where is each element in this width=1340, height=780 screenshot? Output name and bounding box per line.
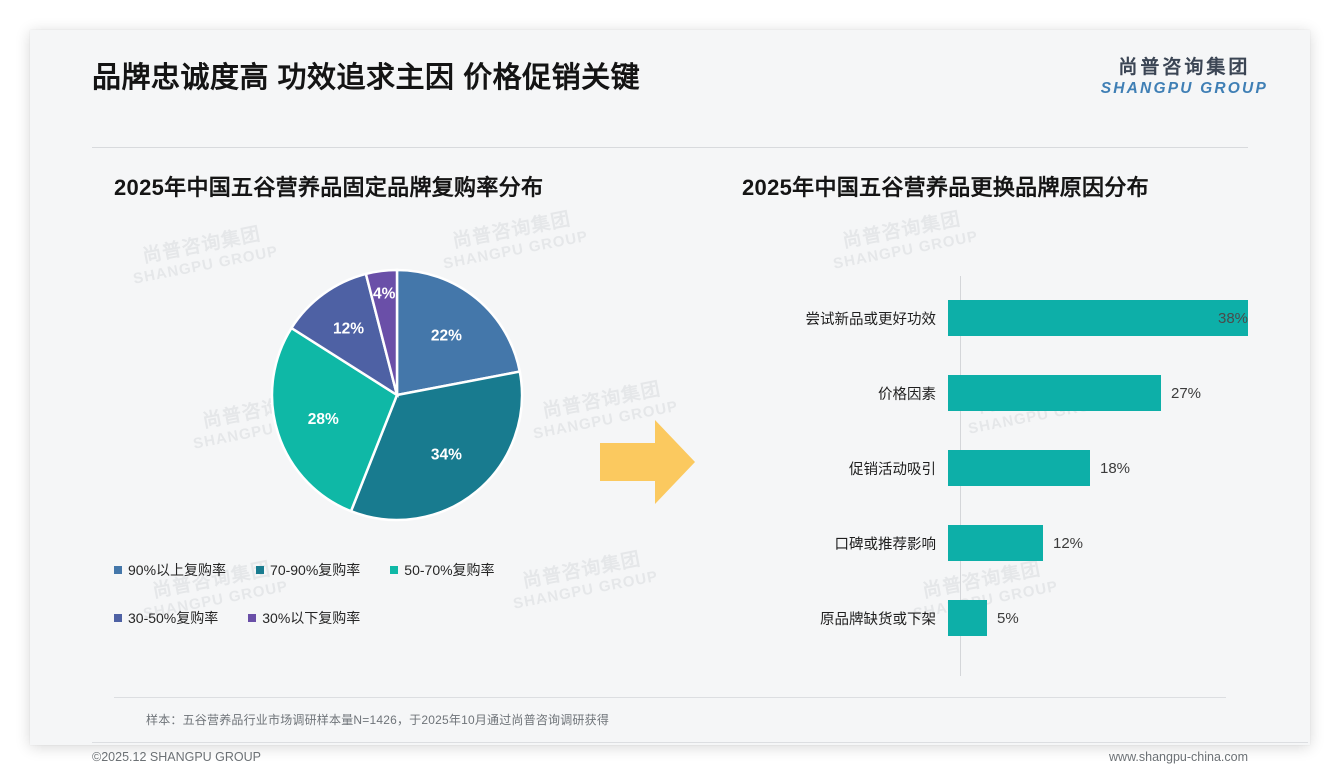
brand-logo-cn: 尚普咨询集团 xyxy=(1118,57,1251,78)
bar-fill[interactable] xyxy=(948,300,1248,336)
sample-note: 样本：五谷营养品行业市场调研样本量N=1426，于2025年10月通过尚普咨询调… xyxy=(146,713,610,727)
pie-chart-panel: 2025年中国五谷营养品固定品牌复购率分布 22% 34% 28% 12% 4% 90%… xyxy=(92,170,652,680)
bar-chart-title: 2025年中国五谷营养品更换品牌原因分布 xyxy=(742,175,1149,200)
pie-slice[interactable] xyxy=(395,268,522,397)
header-divider xyxy=(92,147,1248,148)
legend-item-0[interactable]: 90%以上复购率 xyxy=(114,560,226,580)
pie-slice[interactable] xyxy=(289,272,399,398)
bar-category-label: 口碑或推荐影响 xyxy=(834,536,937,553)
bar-category-label: 价格因素 xyxy=(878,386,936,403)
bar-track: 18% xyxy=(948,448,1275,488)
bar-fill[interactable] xyxy=(948,525,1043,561)
legend-swatch-icon xyxy=(390,566,399,574)
legend-label: 30-50%复购率 xyxy=(128,610,219,626)
bar-track: 12% xyxy=(948,523,1275,563)
pie-slice-label: 28% xyxy=(308,411,339,428)
right-arrow-icon xyxy=(595,415,700,515)
legend-swatch-icon xyxy=(114,614,122,622)
bar-value-label: 27% xyxy=(1171,384,1202,402)
bar-value-label: 5% xyxy=(997,609,1019,627)
pie-chart-title: 2025年中国五谷营养品固定品牌复购率分布 xyxy=(114,175,544,200)
bar-row[interactable]: 价格因素 27% xyxy=(730,373,1275,413)
bar-value-label: 18% xyxy=(1100,459,1131,477)
pie-legend-row: 90%以上复购率 70-90%复购率 50-70%复购率 xyxy=(114,560,634,580)
legend-label: 50-70%复购率 xyxy=(404,562,495,578)
pie-chart-area: 22% 34% 28% 12% 4% xyxy=(92,260,652,522)
bar-chart-panel: 2025年中国五谷营养品更换品牌原因分布 尝试新品或更好功效 38% 价格因素 27%… xyxy=(730,170,1275,680)
legend-label: 30%以下复购率 xyxy=(262,610,361,626)
bar-row[interactable]: 口碑或推荐影响 12% xyxy=(730,523,1275,563)
bar-track: 5% xyxy=(948,598,1275,638)
bar-value-label: 12% xyxy=(1053,534,1084,552)
bar-value-label: 38% xyxy=(1218,309,1249,327)
bar-chart-area: 尝试新品或更好功效 38% 价格因素 27% 促销活动吸引 18% 口碑或推荐影响 12% 原品… xyxy=(730,270,1275,690)
legend-item-2[interactable]: 50-70%复购率 xyxy=(390,560,495,580)
pie-slice[interactable] xyxy=(270,326,399,513)
legend-swatch-icon xyxy=(256,566,265,574)
bar-row[interactable]: 尝试新品或更好功效 38% xyxy=(730,298,1275,338)
note-divider xyxy=(114,697,1226,698)
slide-card: 尚普咨询集团 SHANGPU GROUP 尚普咨询集团 SHANGPU GROUP … xyxy=(30,30,1310,764)
website-text: www.shangpu-china.com xyxy=(1109,750,1248,764)
bar-fill[interactable] xyxy=(948,600,987,636)
bar-category-label: 原品牌缺货或下架 xyxy=(820,611,936,628)
brand-logo: 尚普咨询集团 SHANGPU GROUP xyxy=(1101,52,1268,98)
pie-slice-label: 12% xyxy=(333,320,364,337)
pie-legend: 90%以上复购率 70-90%复购率 50-70%复购率 30-50%复购率 xyxy=(114,560,634,656)
pie-slice[interactable] xyxy=(349,370,524,522)
pie-slice-label: 4% xyxy=(373,285,396,302)
pie-slice-label: 22% xyxy=(431,327,462,344)
pie-slice[interactable] xyxy=(364,268,399,396)
bar-category-label: 尝试新品或更好功效 xyxy=(805,311,937,328)
pie-legend-row: 30-50%复购率 30%以下复购率 xyxy=(114,608,634,628)
bar-fill[interactable] xyxy=(948,375,1161,411)
pie-svg: 22% 34% 28% 12% 4% xyxy=(270,268,524,522)
legend-swatch-icon xyxy=(248,614,257,622)
legend-label: 70-90%复购率 xyxy=(270,562,361,578)
brand-logo-en: SHANGPU GROUP xyxy=(1100,80,1268,97)
page-title: 品牌忠诚度高 功效追求主因 价格促销关键 xyxy=(92,62,641,94)
slide-header: 品牌忠诚度高 功效追求主因 价格促销关键 尚普咨询集团 SHANGPU GROU… xyxy=(30,30,1310,119)
bar-track: 38% xyxy=(948,298,1275,338)
bar-fill[interactable] xyxy=(948,450,1090,486)
bar-category-label: 促销活动吸引 xyxy=(849,461,936,478)
legend-label: 90%以上复购率 xyxy=(128,562,227,578)
legend-item-1[interactable]: 70-90%复购率 xyxy=(256,560,360,580)
footer-divider xyxy=(92,742,1308,743)
legend-item-3[interactable]: 30-50%复购率 xyxy=(114,608,218,628)
legend-item-4[interactable]: 30%以下复购率 xyxy=(248,608,360,628)
bar-row[interactable]: 促销活动吸引 18% xyxy=(730,448,1275,488)
legend-swatch-icon xyxy=(114,566,122,574)
copyright-text: ©2025.12 SHANGPU GROUP xyxy=(92,750,261,764)
bar-track: 27% xyxy=(948,373,1275,413)
bar-row[interactable]: 原品牌缺货或下架 5% xyxy=(730,598,1275,638)
pie-slice-label: 34% xyxy=(431,447,462,464)
